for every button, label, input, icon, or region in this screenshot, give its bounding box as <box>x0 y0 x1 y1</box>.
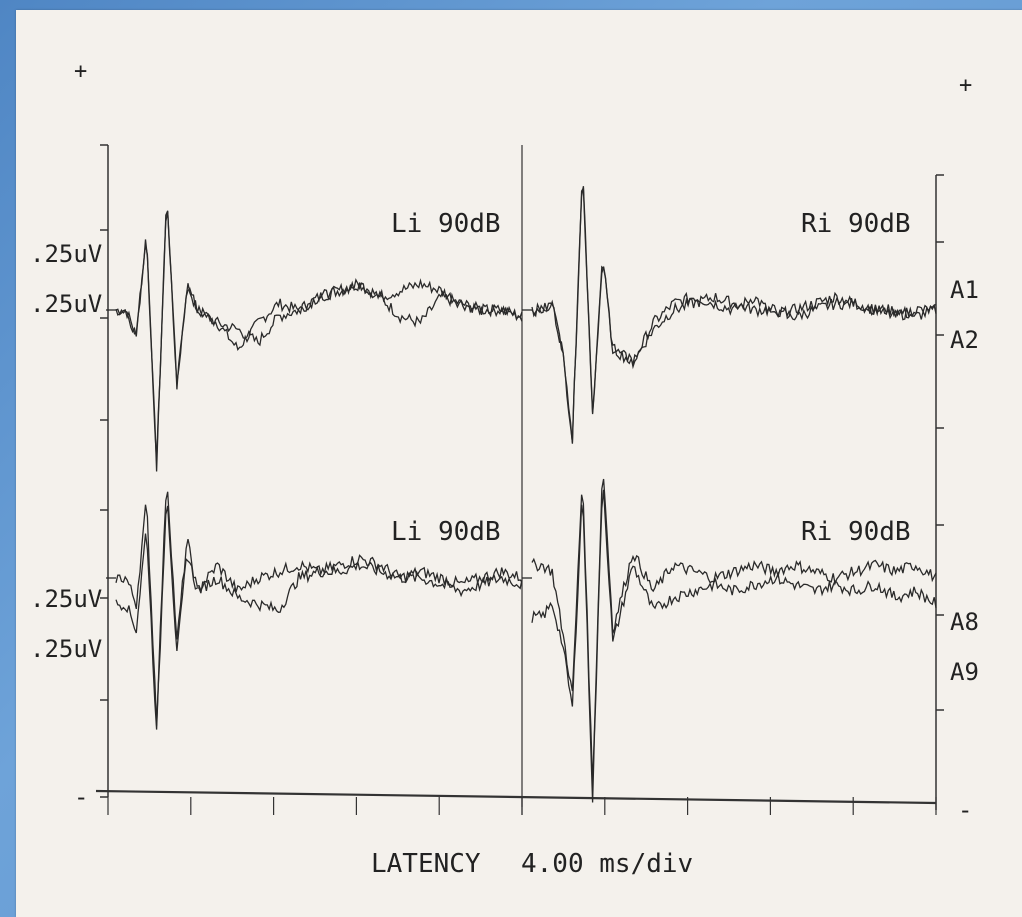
trace-bottom-right-a9 <box>531 489 937 803</box>
trace-top-left-a1 <box>115 211 523 461</box>
plus-mark-left: + <box>74 59 87 84</box>
trace-top-left-a2 <box>115 210 523 472</box>
panel-label-top-right: Ri 90dB <box>801 209 911 239</box>
channel-label: A9 <box>950 658 979 686</box>
trace-top-right-a2 <box>531 186 937 444</box>
panel-label-bottom-left: Li 90dB <box>391 517 501 547</box>
scale-label: .25uV <box>30 585 102 613</box>
scale-label: .25uV <box>30 635 102 663</box>
panel-label-top-left: Li 90dB <box>391 209 501 239</box>
trace-bottom-left-a9 <box>115 505 523 730</box>
panel-label-bottom-right: Ri 90dB <box>801 517 911 547</box>
minus-mark-right: - <box>958 796 972 824</box>
channel-label: A1 <box>950 276 979 304</box>
plus-mark-right: + <box>959 73 972 98</box>
trace-bottom-left-a8 <box>115 491 523 726</box>
abr-waveform-chart: Li 90dB Ri 90dB Li 90dB Ri 90dB .25uV .25uV .2… <box>30 59 979 879</box>
channel-label: A8 <box>950 608 979 636</box>
latency-axis-line <box>95 789 937 805</box>
channel-label: A2 <box>950 326 979 354</box>
scale-label: .25uV <box>30 290 102 318</box>
axes-group <box>95 144 944 815</box>
traces-group <box>106 186 937 803</box>
scale-label: .25uV <box>30 240 102 268</box>
x-scale-label: 4.00 ms/div <box>521 849 693 879</box>
minus-mark-left: - <box>74 783 88 811</box>
abr-recording-sheet: Li 90dB Ri 90dB Li 90dB Ri 90dB .25uV .25uV .2… <box>16 10 1022 917</box>
xlabel: LATENCY <box>371 849 481 879</box>
labels-group: Li 90dB Ri 90dB Li 90dB Ri 90dB .25uV .25uV .2… <box>30 59 979 879</box>
